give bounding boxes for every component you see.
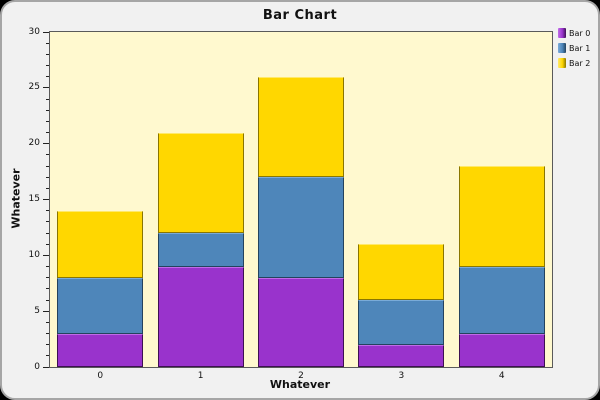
y-axis-tick-label: 30 xyxy=(28,26,40,37)
legend-label: Bar 2 xyxy=(569,58,591,68)
legend-item-bar-1: Bar 1 xyxy=(558,43,590,53)
bar-segment-bar-1-cat3 xyxy=(358,300,445,345)
y-axis-tick-label: 15 xyxy=(28,194,40,204)
y-axis-major-tick xyxy=(43,199,49,200)
bar-segment-bar-0-cat4 xyxy=(458,333,545,367)
y-axis-tick-label: 5 xyxy=(34,305,40,316)
legend: Bar 0 Bar 1 Bar 2 xyxy=(558,28,590,68)
legend-swatch-icon xyxy=(558,28,566,38)
y-axis-minor-tick xyxy=(46,344,49,346)
chart-title: Bar Chart xyxy=(262,8,338,23)
y-axis-minor-tick xyxy=(46,321,49,323)
y-axis-tick-label: 10 xyxy=(28,249,40,260)
x-axis-category-label: 1 xyxy=(197,371,204,381)
legend-swatch-icon xyxy=(558,58,566,68)
y-axis-minor-tick xyxy=(46,65,49,66)
bar-segment-bar-1-cat2 xyxy=(258,177,344,278)
bar-segment-bar-2-cat1 xyxy=(157,132,244,233)
y-axis-minor-tick xyxy=(46,154,49,156)
y-axis-major-tick xyxy=(43,310,49,312)
bar-segment-bar-0-cat3 xyxy=(358,344,445,367)
y-axis-title: Whatever xyxy=(9,168,23,229)
y-axis-minor-tick xyxy=(46,299,49,301)
y-axis-major-tick xyxy=(43,254,49,256)
y-axis-minor-tick xyxy=(46,165,49,167)
y-axis-minor-tick xyxy=(46,120,49,122)
bar-segment-bar-2-cat0 xyxy=(57,210,144,278)
bar-segment-bar-1-cat1 xyxy=(157,233,244,267)
y-axis-minor-tick xyxy=(46,277,49,279)
y-axis-minor-tick xyxy=(46,232,49,234)
x-axis-category-label: 3 xyxy=(398,371,405,381)
y-axis-minor-tick xyxy=(46,266,49,267)
bar-segment-bar-0-cat2 xyxy=(258,277,344,367)
legend-item-bar-2: Bar 2 xyxy=(558,58,590,68)
y-axis-minor-tick xyxy=(46,187,49,189)
y-axis-major-tick xyxy=(43,143,49,145)
y-axis-minor-tick xyxy=(46,109,49,111)
y-axis-tick-label: 25 xyxy=(28,82,40,93)
x-axis-title: Whatever xyxy=(269,378,331,391)
y-axis-minor-tick xyxy=(46,76,49,78)
y-axis-minor-tick xyxy=(46,210,49,212)
y-axis-minor-tick xyxy=(46,221,49,223)
bar-segment-bar-0-cat0 xyxy=(57,333,144,367)
y-axis-major-tick xyxy=(43,366,49,368)
bar-segment-bar-1-cat4 xyxy=(458,266,545,334)
y-axis-minor-tick xyxy=(46,288,49,290)
bar-segment-bar-2-cat3 xyxy=(358,244,445,300)
y-axis-minor-tick xyxy=(46,333,49,334)
x-axis-category-label: 0 xyxy=(97,371,104,381)
y-axis-tick-label: 0 xyxy=(34,361,40,372)
legend-item-bar-0: Bar 0 xyxy=(558,28,590,38)
y-axis-major-tick xyxy=(43,31,49,33)
x-axis-category-label: 4 xyxy=(498,371,505,381)
x-axis-category-label: 2 xyxy=(298,371,304,381)
bar-segment-bar-0-cat1 xyxy=(157,266,244,367)
legend-swatch-icon xyxy=(558,43,566,53)
legend-label: Bar 0 xyxy=(569,28,591,38)
bar-segment-bar-1-cat0 xyxy=(57,277,144,334)
y-axis-minor-tick xyxy=(46,243,49,245)
y-axis-minor-tick xyxy=(46,355,49,357)
y-axis-minor-tick xyxy=(46,176,49,178)
y-axis-major-tick xyxy=(43,87,49,89)
y-axis-minor-tick xyxy=(46,98,49,100)
bar-segment-bar-2-cat4 xyxy=(458,166,545,267)
plot-area: 0 5 10 15 20 25 30 0 1 2 3 4 xyxy=(29,27,553,381)
y-axis-tick-label: 20 xyxy=(28,138,40,149)
legend-label: Bar 1 xyxy=(569,43,591,53)
y-axis-minor-tick xyxy=(46,42,49,44)
y-axis-minor-tick xyxy=(46,53,49,55)
y-axis-minor-tick xyxy=(46,132,49,133)
bar-segment-bar-2-cat2 xyxy=(258,76,344,178)
